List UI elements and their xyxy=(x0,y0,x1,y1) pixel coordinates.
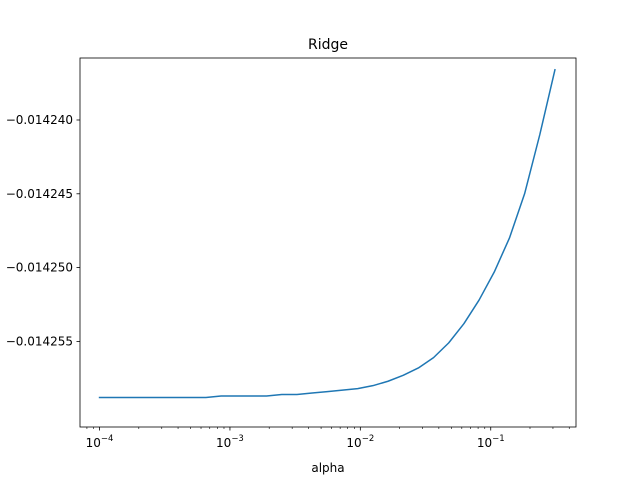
x-tick-label: 10−3 xyxy=(216,434,244,450)
y-tick-label: −0.014250 xyxy=(6,261,73,275)
x-axis-label: alpha xyxy=(311,461,344,475)
y-tick-label: −0.014255 xyxy=(6,334,73,348)
x-tick-label: 10−2 xyxy=(346,434,374,450)
x-tick-label: 10−1 xyxy=(477,434,505,450)
y-tick-label: −0.014240 xyxy=(6,113,73,127)
axes-frame xyxy=(79,57,577,428)
y-tick-label: −0.014245 xyxy=(6,187,73,201)
series-line-0 xyxy=(98,68,556,399)
plot-area xyxy=(98,68,556,399)
x-tick-label: 10−4 xyxy=(86,434,114,450)
chart-title: Ridge xyxy=(308,37,348,53)
